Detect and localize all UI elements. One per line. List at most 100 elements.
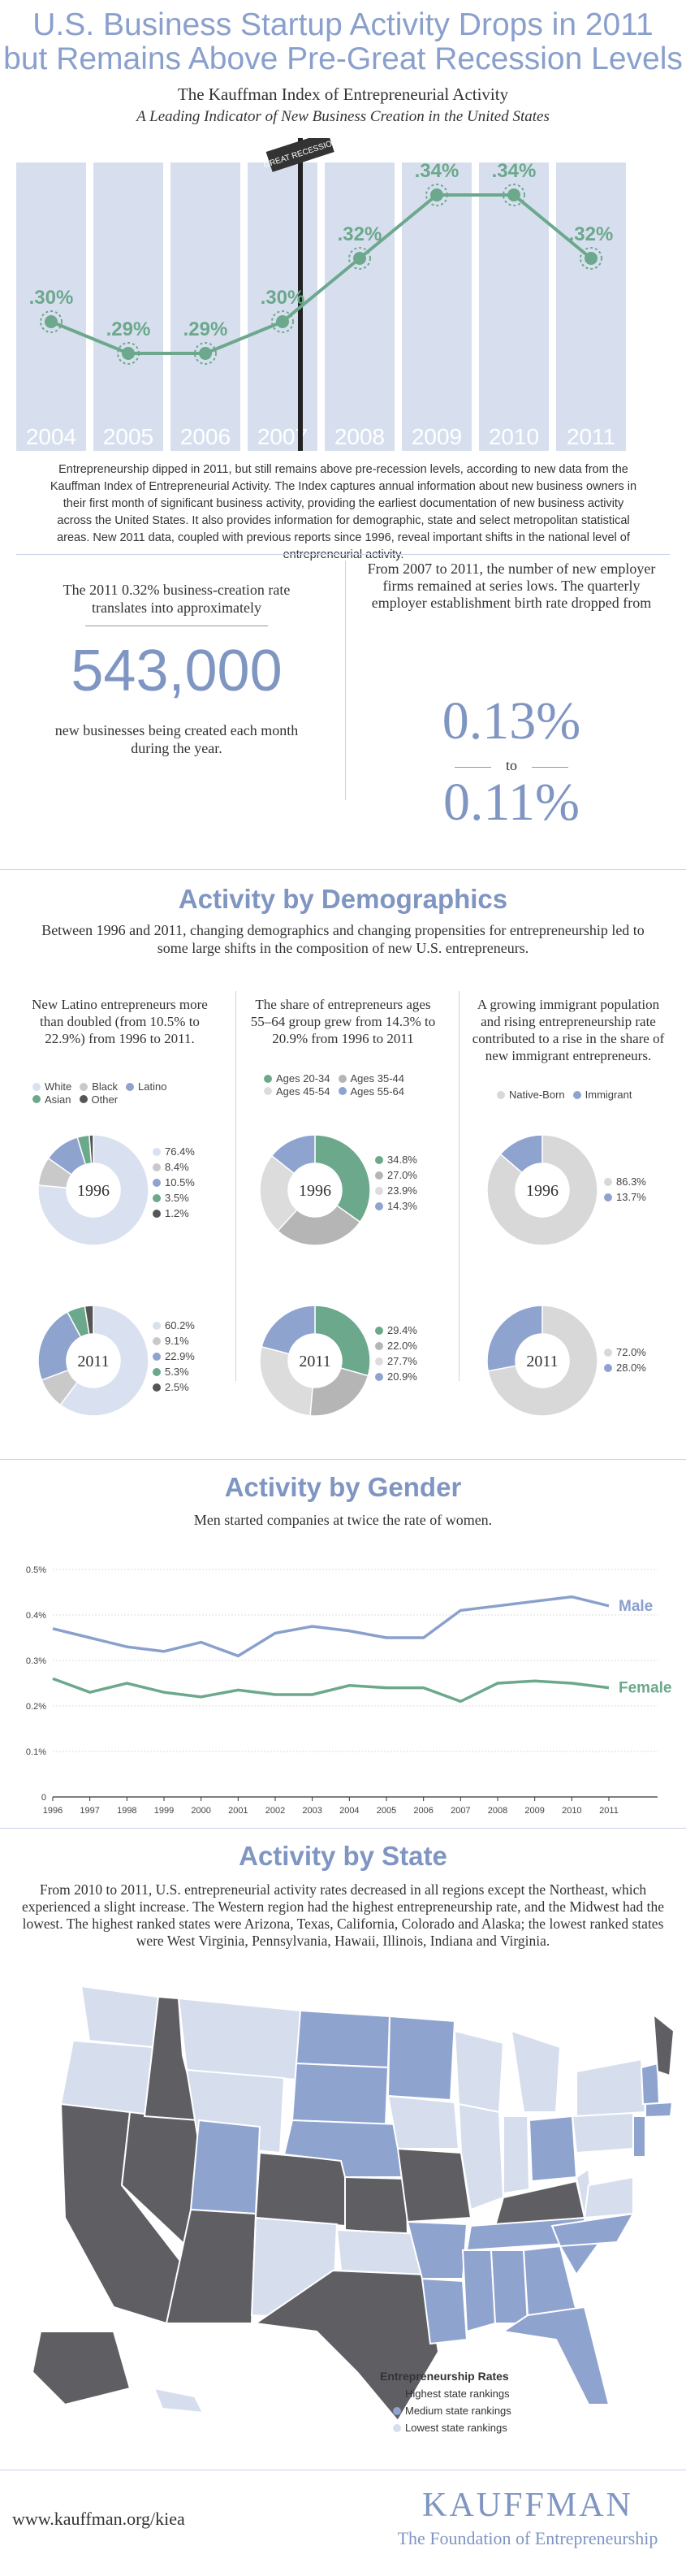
point-halo bbox=[580, 247, 602, 270]
value-row: 60.2% bbox=[153, 1318, 195, 1333]
legend-label: Native-Born bbox=[509, 1089, 565, 1101]
state-tile bbox=[645, 2101, 674, 2119]
state-tile bbox=[583, 2176, 634, 2219]
legend-label: Immigrant bbox=[585, 1089, 632, 1101]
x-tick-label: 2006 bbox=[413, 1806, 433, 1816]
year-column bbox=[556, 162, 626, 451]
value-label: 27.7% bbox=[387, 1355, 417, 1367]
year-column bbox=[325, 162, 395, 451]
age-caption: The share of entrepreneurs ages 55–64 gr… bbox=[250, 997, 436, 1046]
nativity-2011-donut: 2011 bbox=[486, 1305, 598, 1417]
data-point bbox=[585, 252, 598, 265]
value-row: 29.4% bbox=[375, 1323, 417, 1338]
age-2011-donut: 2011 bbox=[259, 1305, 371, 1417]
value-label: 23.9% bbox=[387, 1184, 417, 1197]
series-label-male: Male bbox=[619, 1598, 653, 1615]
donut-hole bbox=[67, 1163, 120, 1217]
data-point bbox=[430, 188, 443, 201]
value-row: 34.8% bbox=[375, 1152, 417, 1167]
value-label: 27.0% bbox=[387, 1169, 417, 1181]
y-tick-label: 0.3% bbox=[26, 1656, 46, 1666]
state-tile bbox=[550, 2212, 635, 2248]
point-halo bbox=[348, 247, 371, 270]
donut-hole bbox=[288, 1163, 342, 1217]
x-tick-label: 1997 bbox=[80, 1806, 99, 1816]
donut-year-label: 1996 bbox=[77, 1182, 110, 1200]
age-2011-values: 29.4% 22.0% 27.7% 20.9% bbox=[375, 1323, 417, 1384]
value-label: 10.5% bbox=[165, 1176, 195, 1188]
year-tick-label: 2009 bbox=[412, 424, 462, 449]
state-tile bbox=[165, 2208, 257, 2324]
x-tick-label: 1996 bbox=[43, 1806, 63, 1816]
y-tick-label: 0 bbox=[41, 1793, 46, 1803]
value-label: 76.4% bbox=[165, 1145, 195, 1158]
recession-sign-board bbox=[265, 138, 334, 172]
stat-right-to-word: to bbox=[505, 757, 517, 773]
stat-left-tail: new businesses being created each month … bbox=[54, 722, 299, 756]
stat-right-from-value: 0.13% bbox=[442, 691, 581, 751]
legend-label: Black bbox=[92, 1080, 119, 1093]
donut-year-label: 2011 bbox=[526, 1353, 558, 1370]
state-tile bbox=[640, 2062, 661, 2105]
point-label: .30% bbox=[261, 287, 305, 309]
state-tile bbox=[652, 2012, 674, 2077]
y-tick-label: 0.1% bbox=[26, 1747, 46, 1757]
age-1996-donut: 1996 bbox=[259, 1134, 371, 1246]
legend-label: Ages 35-44 bbox=[350, 1072, 405, 1085]
legend-label: Asian bbox=[45, 1093, 71, 1106]
state-tile bbox=[503, 2115, 531, 2195]
value-row: 2.5% bbox=[153, 1379, 195, 1395]
series-label-female: Female bbox=[619, 1680, 671, 1697]
value-row: 27.7% bbox=[375, 1353, 417, 1369]
state-tile bbox=[453, 2029, 505, 2114]
state-tile bbox=[386, 2015, 456, 2102]
map-legend-title: Entrepreneurship Rates bbox=[380, 2370, 509, 2383]
donut-year-label: 2011 bbox=[299, 1353, 330, 1370]
value-label: 22.0% bbox=[387, 1340, 417, 1352]
footer-logo: KAUFFMAN bbox=[422, 2487, 633, 2524]
state-tile bbox=[386, 2094, 460, 2150]
value-label: 2.5% bbox=[165, 1381, 189, 1393]
year-column bbox=[93, 162, 163, 451]
value-row: 3.5% bbox=[153, 1190, 195, 1206]
series-line-male bbox=[52, 1595, 610, 1658]
value-row: 20.9% bbox=[375, 1369, 417, 1384]
donut-year-label: 1996 bbox=[526, 1182, 559, 1200]
recession-pole bbox=[298, 138, 303, 451]
state-tile bbox=[406, 2220, 468, 2279]
state-tile bbox=[344, 2176, 409, 2236]
donut-year-label: 2011 bbox=[77, 1353, 109, 1370]
map-tiles bbox=[31, 1985, 674, 2422]
nativity-1996-donut: 1996 bbox=[486, 1134, 598, 1246]
year-tick-label: 2006 bbox=[180, 424, 231, 449]
state-tile bbox=[31, 2331, 132, 2406]
race-2011-values: 60.2% 9.1% 22.9% 5.3% 2.5% bbox=[153, 1318, 195, 1395]
value-label: 86.3% bbox=[616, 1175, 646, 1188]
year-tick-label: 2010 bbox=[489, 424, 539, 449]
year-tick-label: 2005 bbox=[103, 424, 153, 449]
stat-right-lead: From 2007 to 2011, the number of new emp… bbox=[367, 561, 656, 611]
point-halo bbox=[271, 310, 294, 333]
index-subtitle: A Leading Indicator of New Business Crea… bbox=[136, 108, 550, 125]
year-column bbox=[479, 162, 549, 451]
point-label: .30% bbox=[29, 287, 74, 309]
value-label: 60.2% bbox=[165, 1319, 195, 1331]
footer-url-link[interactable]: www.kauffman.org/kiea bbox=[12, 2509, 185, 2529]
nativity-1996-values: 86.3% 13.7% bbox=[604, 1174, 646, 1205]
divider bbox=[0, 869, 686, 870]
x-tick-label: 2000 bbox=[191, 1806, 210, 1816]
value-row: 22.9% bbox=[153, 1349, 195, 1364]
column-rule bbox=[235, 991, 236, 1381]
data-point bbox=[199, 347, 212, 360]
value-label: 29.4% bbox=[387, 1324, 417, 1336]
divider bbox=[0, 1459, 686, 1460]
x-tick-label: 2010 bbox=[562, 1806, 581, 1816]
data-point bbox=[45, 315, 58, 328]
stat-left-lead: The 2011 0.32% business-creation rate tr… bbox=[63, 582, 291, 616]
legend-label: Ages 55-64 bbox=[350, 1085, 405, 1098]
value-row: 1.2% bbox=[153, 1206, 195, 1221]
rate-line bbox=[50, 193, 593, 355]
value-row: 9.1% bbox=[153, 1333, 195, 1349]
state-tile bbox=[510, 2029, 562, 2113]
divider bbox=[16, 554, 670, 555]
